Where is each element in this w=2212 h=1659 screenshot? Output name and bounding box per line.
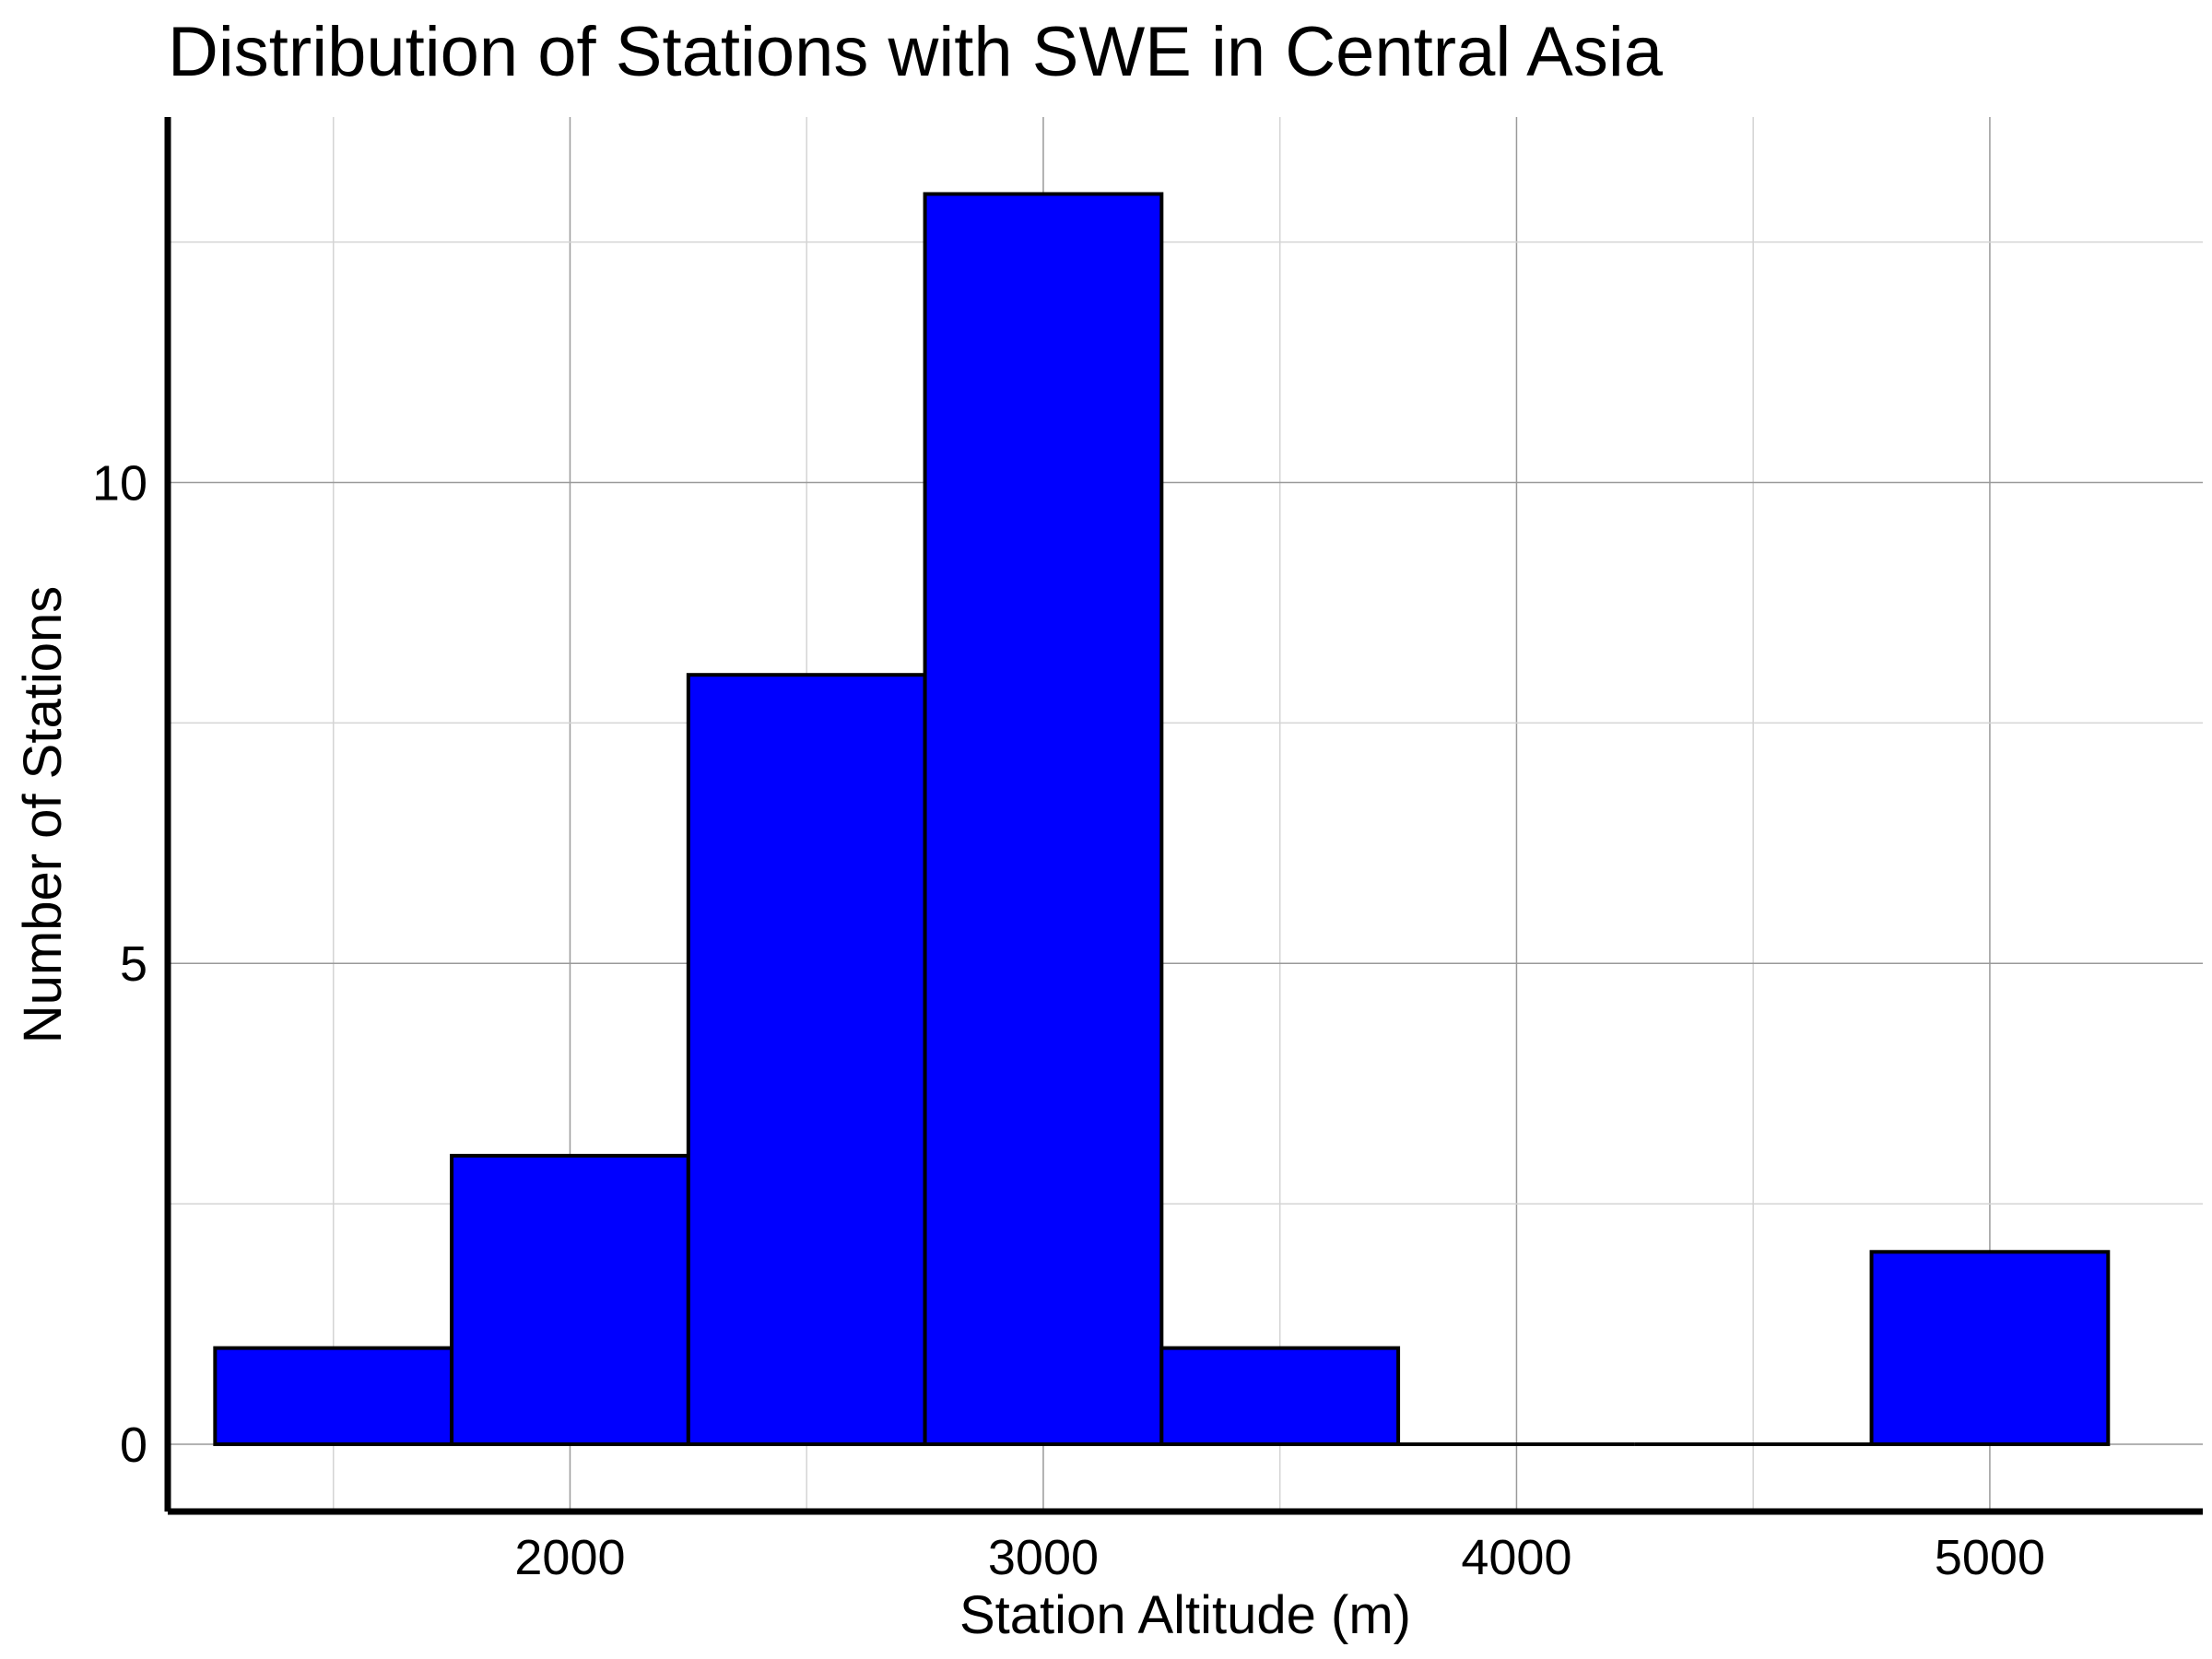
y-tick-label: 10 — [92, 456, 147, 512]
y-axis-label: Number of Stations — [13, 586, 73, 1043]
histogram-bar — [450, 1153, 690, 1446]
y-tick-labels: 0 5 10 — [92, 456, 147, 1473]
histogram-bar — [213, 1346, 454, 1446]
x-tick-label: 5000 — [1935, 1530, 2045, 1585]
histogram-bar — [686, 673, 927, 1446]
histogram-bar — [923, 192, 1164, 1446]
y-tick-label: 5 — [120, 936, 147, 992]
chart-title: Distribution of Stations with SWE in Cen… — [168, 13, 1664, 91]
x-tick-label: 4000 — [1461, 1530, 1571, 1585]
x-tick-label: 2000 — [514, 1530, 625, 1585]
histogram-bars — [213, 192, 2111, 1446]
histogram-bar — [1159, 1346, 1401, 1446]
x-tick-label: 3000 — [988, 1530, 1099, 1585]
x-axis-label: Station Altitude (m) — [959, 1585, 1411, 1645]
axes — [164, 117, 2203, 1515]
y-tick-label: 0 — [120, 1418, 147, 1473]
x-tick-labels: 2000 3000 4000 5000 — [514, 1530, 2045, 1585]
histogram-bar — [1869, 1250, 2111, 1446]
